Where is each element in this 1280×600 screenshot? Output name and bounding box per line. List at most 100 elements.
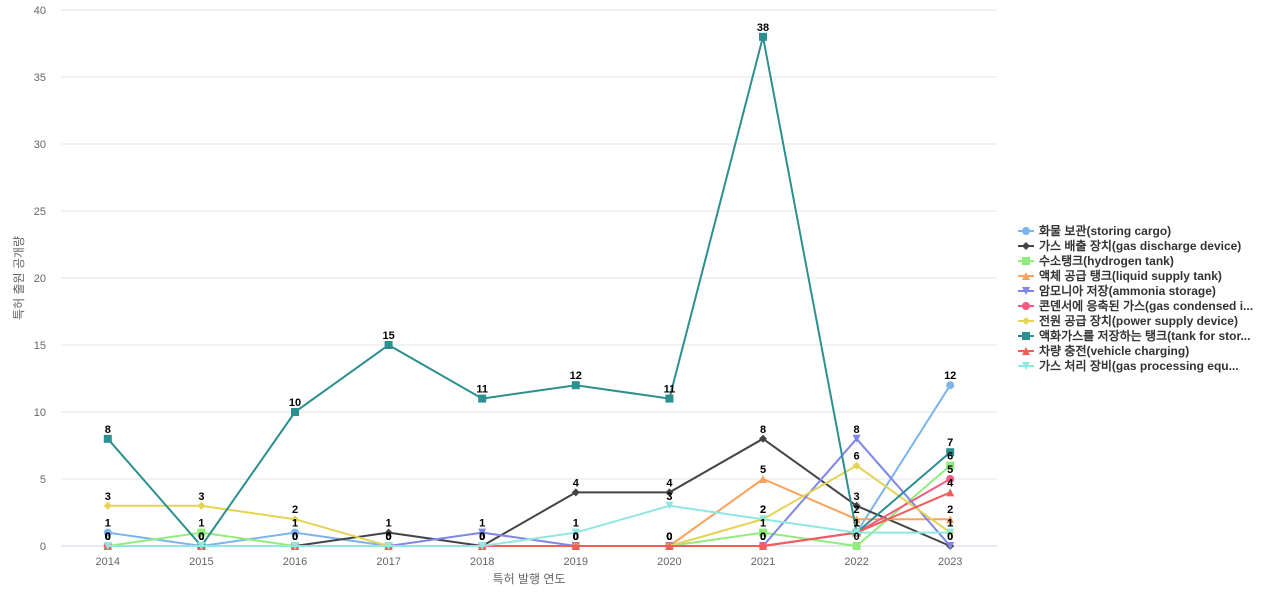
data-point[interactable] (103, 542, 112, 550)
data-point[interactable] (759, 32, 767, 41)
data-point[interactable] (946, 461, 955, 470)
legend-item[interactable]: 콘덴서에 응축된 가스(gas condensed i... (1018, 298, 1253, 313)
legend-label: 액체 공급 탱크(liquid supply tank) (1039, 268, 1222, 283)
legend-label: 가스 처리 장비(gas processing equ... (1039, 358, 1239, 373)
legend-marker-icon[interactable] (1022, 332, 1030, 340)
data-label: 0 (105, 531, 111, 543)
data-label: 38 (757, 22, 769, 34)
data-label: 0 (573, 531, 579, 543)
data-point[interactable] (197, 501, 206, 510)
data-point[interactable] (291, 408, 299, 416)
data-label: 4 (573, 477, 580, 489)
data-point[interactable] (103, 434, 112, 443)
legend[interactable]: 화물 보관(storing cargo)가스 배출 장치(gas dischar… (1018, 223, 1253, 373)
data-point[interactable] (665, 488, 674, 497)
data-label: 1 (947, 518, 953, 530)
data-point[interactable] (291, 515, 299, 524)
data-label: 0 (386, 531, 392, 543)
data-point[interactable] (759, 475, 767, 483)
data-point[interactable] (384, 341, 393, 349)
data-label: 10 (289, 397, 301, 409)
data-label: 0 (386, 531, 392, 543)
legend-marker-icon[interactable] (1022, 242, 1030, 250)
data-label: 2 (292, 504, 298, 516)
legend-marker-icon[interactable] (1022, 347, 1030, 355)
legend-marker-icon[interactable] (1022, 302, 1030, 310)
legend-marker-icon[interactable] (1022, 257, 1030, 265)
data-label: 6 (854, 451, 860, 463)
data-point[interactable] (759, 434, 767, 443)
data-point[interactable] (197, 542, 206, 550)
data-point[interactable] (946, 475, 955, 483)
data-point[interactable] (946, 542, 955, 550)
legend-label: 가스 배출 장치(gas discharge device) (1039, 238, 1241, 253)
data-point[interactable] (478, 528, 487, 537)
legend-item[interactable]: 수소탱크(hydrogen tank) (1018, 254, 1174, 268)
data-point[interactable] (103, 501, 112, 510)
data-point[interactable] (852, 528, 861, 537)
x-tick-label: 2021 (751, 556, 775, 568)
y-tick-label: 25 (34, 206, 46, 218)
legend-marker-icon[interactable] (1022, 287, 1030, 295)
data-point[interactable] (291, 528, 299, 537)
x-tick-label: 2020 (657, 556, 681, 568)
data-label: 3 (105, 491, 111, 503)
data-point[interactable] (197, 528, 206, 537)
data-point[interactable] (478, 394, 487, 403)
data-point[interactable] (946, 448, 955, 457)
data-point[interactable] (852, 434, 861, 443)
data-point[interactable] (384, 542, 393, 550)
data-point[interactable] (759, 542, 767, 550)
data-label: 1 (947, 518, 953, 530)
data-label: 1 (854, 518, 860, 530)
data-label: 1 (573, 518, 579, 530)
legend-item[interactable]: 암모니아 저장(ammonia storage) (1018, 283, 1216, 298)
data-point[interactable] (571, 542, 580, 550)
data-label: 0 (760, 531, 766, 543)
data-label: 0 (386, 531, 392, 543)
data-point[interactable] (946, 381, 955, 390)
data-point[interactable] (946, 528, 955, 537)
legend-marker-icon[interactable] (1022, 362, 1030, 370)
data-point[interactable] (384, 528, 393, 537)
y-tick-label: 20 (34, 273, 46, 285)
legend-item[interactable]: 차량 충전(vehicle charging) (1018, 343, 1189, 358)
series-line (107, 35, 951, 547)
legend-item[interactable]: 액체 공급 탱크(liquid supply tank) (1018, 268, 1222, 283)
data-point[interactable] (852, 501, 861, 510)
data-point[interactable] (665, 501, 674, 510)
series-line (107, 437, 951, 547)
data-point[interactable] (571, 381, 580, 390)
legend-marker-icon[interactable] (1022, 317, 1030, 325)
data-label: 0 (760, 531, 766, 543)
data-point[interactable] (946, 515, 955, 524)
data-point[interactable] (852, 542, 861, 550)
data-point[interactable] (665, 394, 674, 403)
data-point[interactable] (291, 542, 299, 550)
data-label: 1 (854, 518, 860, 530)
legend-item[interactable]: 액화가스를 저장하는 탱크(tank for stor... (1018, 328, 1250, 343)
legend-item[interactable]: 화물 보관(storing cargo) (1018, 223, 1171, 238)
legend-marker-icon[interactable] (1022, 272, 1030, 280)
legend-marker-icon[interactable] (1022, 227, 1030, 235)
x-tick-label: 2019 (564, 556, 588, 568)
data-point[interactable] (103, 528, 112, 537)
data-point[interactable] (478, 542, 487, 550)
data-point[interactable] (665, 542, 674, 550)
data-point[interactable] (759, 515, 767, 524)
data-label: 0 (479, 531, 485, 543)
legend-item[interactable]: 가스 처리 장비(gas processing equ... (1018, 358, 1239, 373)
data-label: 1 (854, 518, 860, 530)
data-point[interactable] (571, 488, 580, 497)
data-point[interactable] (571, 528, 580, 537)
data-label: 1 (479, 518, 485, 530)
data-label: 1 (198, 518, 204, 530)
series-line (107, 384, 952, 547)
legend-item[interactable]: 전원 공급 장치(power supply device) (1018, 313, 1238, 328)
data-point[interactable] (946, 488, 955, 497)
data-point[interactable] (759, 528, 767, 537)
data-label: 0 (573, 531, 579, 543)
data-point[interactable] (852, 461, 861, 470)
legend-item[interactable]: 가스 배출 장치(gas discharge device) (1018, 238, 1241, 253)
